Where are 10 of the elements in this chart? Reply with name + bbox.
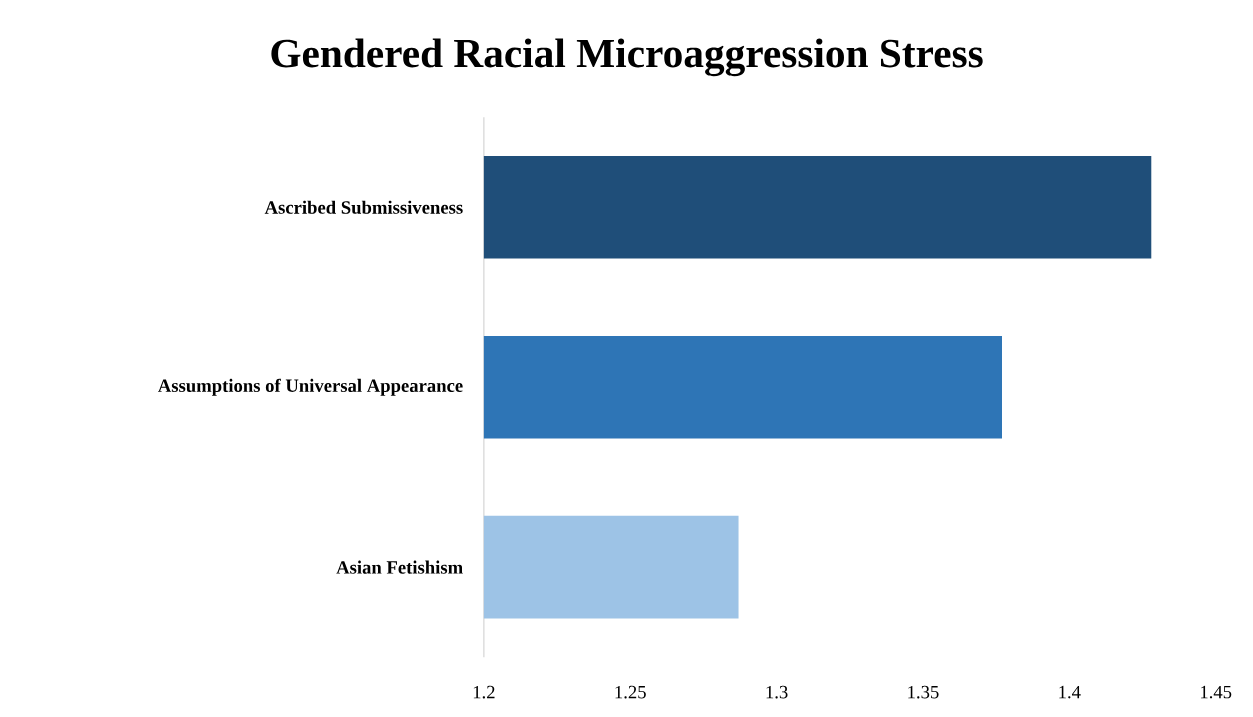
- x-tick-label: 1.45: [1200, 685, 1232, 699]
- y-tick-label: Assumptions of Universal Appearance: [158, 378, 463, 396]
- y-tick-label: Ascribed Submissiveness: [264, 200, 463, 214]
- x-tick-label: 1.25: [615, 685, 646, 699]
- y-tick-label: Asian Fetishism: [336, 560, 463, 574]
- x-tick-label: 1.35: [908, 685, 939, 699]
- x-tick-label: 1.2: [473, 685, 495, 699]
- x-tick-label: 1.3: [766, 685, 788, 699]
- x-tick-label: 1.4: [1059, 685, 1081, 699]
- chart-title: Gendered Racial Microaggression Stress: [271, 38, 983, 77]
